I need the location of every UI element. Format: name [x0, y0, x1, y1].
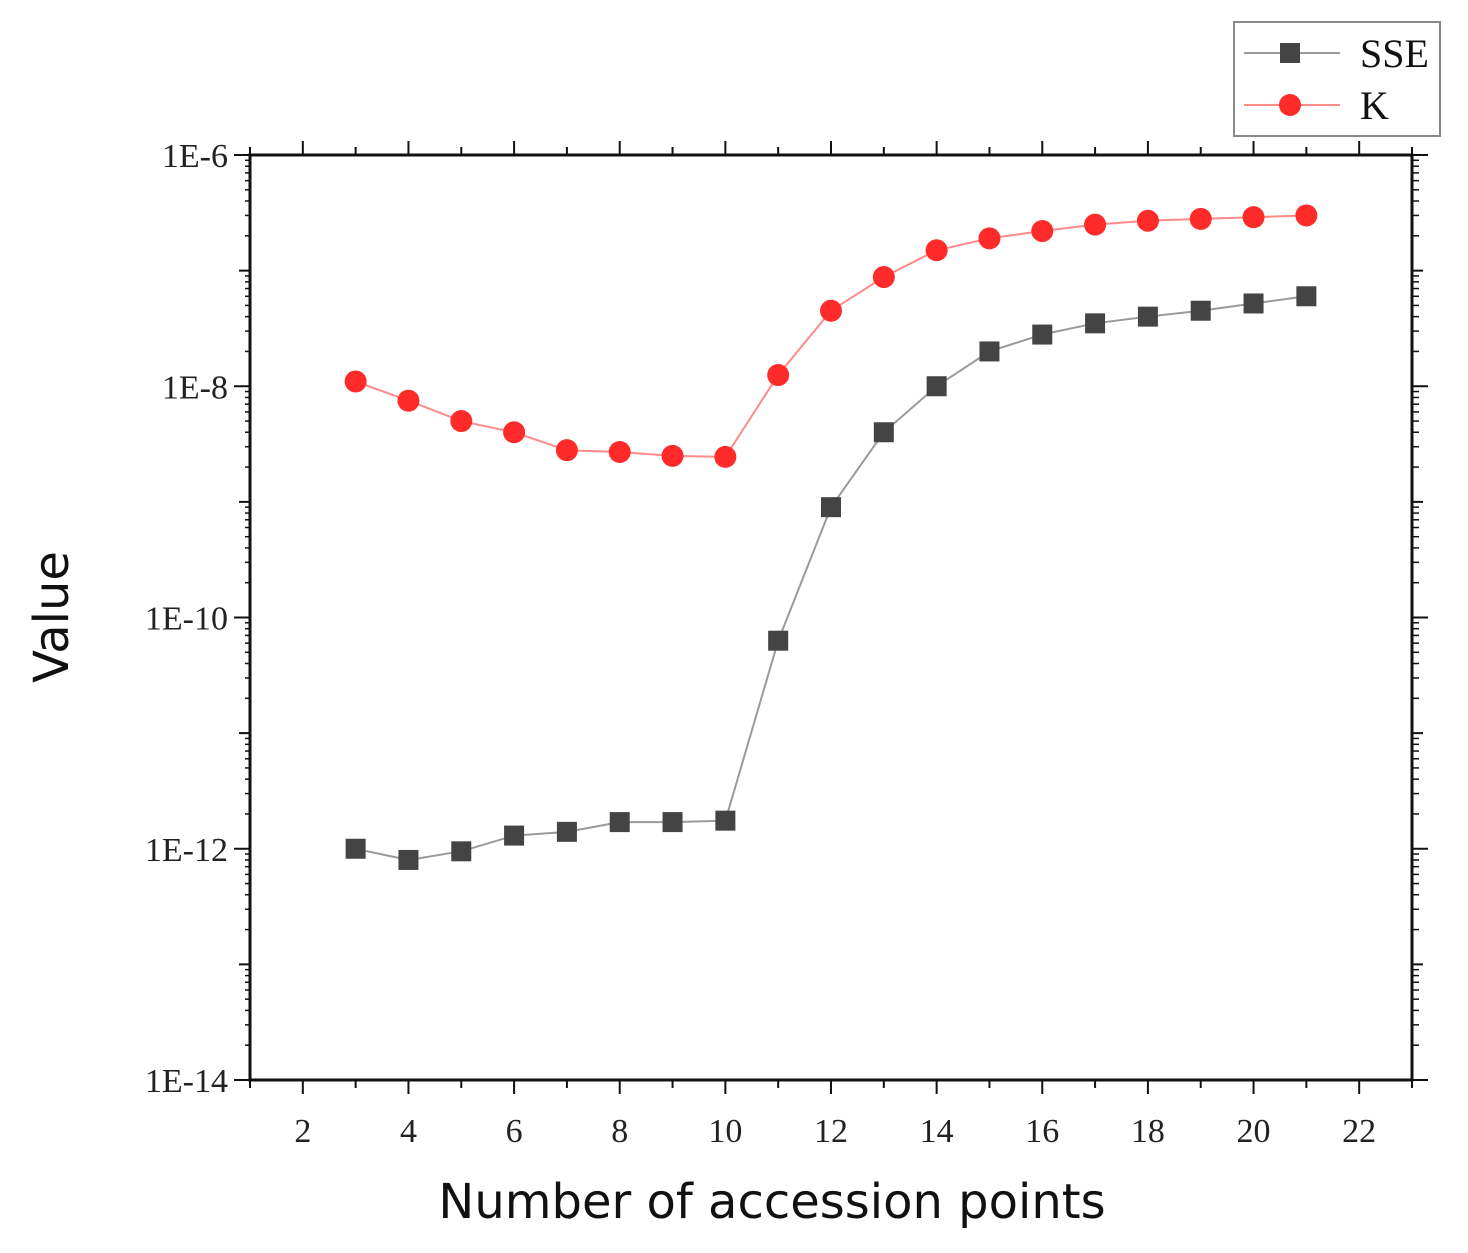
- data-point-k: [820, 299, 842, 322]
- legend-label-sse: SSE: [1360, 31, 1429, 76]
- data-point-sse: [345, 838, 366, 859]
- data-point-k: [661, 444, 684, 467]
- data-point-sse: [715, 810, 736, 831]
- y-tick-label: 1E-10: [145, 601, 228, 638]
- series-line-k: [355, 214, 1307, 458]
- y-tick-label: 1E-6: [162, 138, 228, 175]
- data-point-sse: [609, 812, 630, 833]
- x-tick-label: 18: [1131, 1113, 1165, 1150]
- x-tick-label: 16: [1025, 1113, 1059, 1150]
- data-point-k: [450, 410, 473, 433]
- x-tick-label: 14: [920, 1113, 954, 1150]
- legend-marker-k: [1279, 94, 1301, 116]
- data-point-k: [1295, 204, 1318, 227]
- legend-marker-sse: [1280, 43, 1300, 63]
- data-point-sse: [926, 376, 947, 397]
- data-point-sse: [1137, 306, 1158, 327]
- x-tick-label: 4: [400, 1113, 417, 1150]
- x-tick-label: 10: [708, 1113, 742, 1150]
- data-point-sse: [398, 849, 419, 870]
- series-line-sse: [355, 295, 1307, 862]
- data-point-k: [503, 421, 526, 444]
- data-point-sse: [451, 841, 472, 862]
- x-tick-label: 12: [814, 1113, 848, 1150]
- data-point-k: [978, 227, 1001, 250]
- data-point-sse: [1032, 324, 1053, 345]
- data-point-k: [872, 266, 895, 289]
- legend-label-k: K: [1360, 83, 1389, 128]
- data-point-sse: [662, 812, 683, 833]
- data-point-k: [608, 440, 631, 463]
- x-tick-label: 8: [611, 1113, 628, 1150]
- data-point-sse: [1190, 300, 1211, 321]
- x-tick-label: 20: [1237, 1113, 1271, 1150]
- data-point-k: [767, 364, 790, 387]
- data-point-k: [344, 370, 367, 393]
- data-point-sse: [1296, 286, 1317, 307]
- data-point-k: [1189, 207, 1212, 230]
- legend: SSE K: [1233, 21, 1441, 137]
- x-axis-title: Number of accession points: [438, 1174, 1105, 1230]
- y-tick-label: 1E-14: [145, 1063, 228, 1100]
- x-tick-label: 6: [506, 1113, 523, 1150]
- data-point-sse: [873, 422, 894, 443]
- data-point-sse: [1243, 293, 1264, 314]
- x-tick-label: 2: [294, 1113, 311, 1150]
- plot-frame: [248, 153, 1414, 1082]
- data-point-k: [397, 389, 420, 412]
- data-point-k: [714, 445, 737, 468]
- y-tick-label: 1E-12: [145, 832, 228, 869]
- data-point-k: [925, 239, 948, 262]
- y-tick-label: 1E-8: [162, 369, 228, 406]
- data-point-sse: [556, 821, 577, 842]
- data-point-k: [1084, 213, 1107, 236]
- data-point-sse: [1085, 313, 1106, 334]
- series-markers: [344, 204, 1318, 870]
- data-point-sse: [768, 630, 789, 651]
- data-point-k: [1242, 206, 1265, 229]
- legend-box: [1233, 21, 1441, 137]
- data-point-sse: [504, 825, 525, 846]
- y-axis-title: Value: [24, 551, 80, 683]
- data-point-k: [1031, 220, 1054, 243]
- data-point-k: [555, 439, 578, 462]
- data-point-sse: [979, 341, 1000, 362]
- data-point-k: [1136, 209, 1159, 232]
- axis-ticks: 2 4 6 8 10 12 14 16 18 20 22 1E-14 1E-12 1E-10 1E-8 1E-…: [145, 138, 1428, 1150]
- x-tick-label: 22: [1342, 1113, 1376, 1150]
- data-point-sse: [821, 497, 841, 518]
